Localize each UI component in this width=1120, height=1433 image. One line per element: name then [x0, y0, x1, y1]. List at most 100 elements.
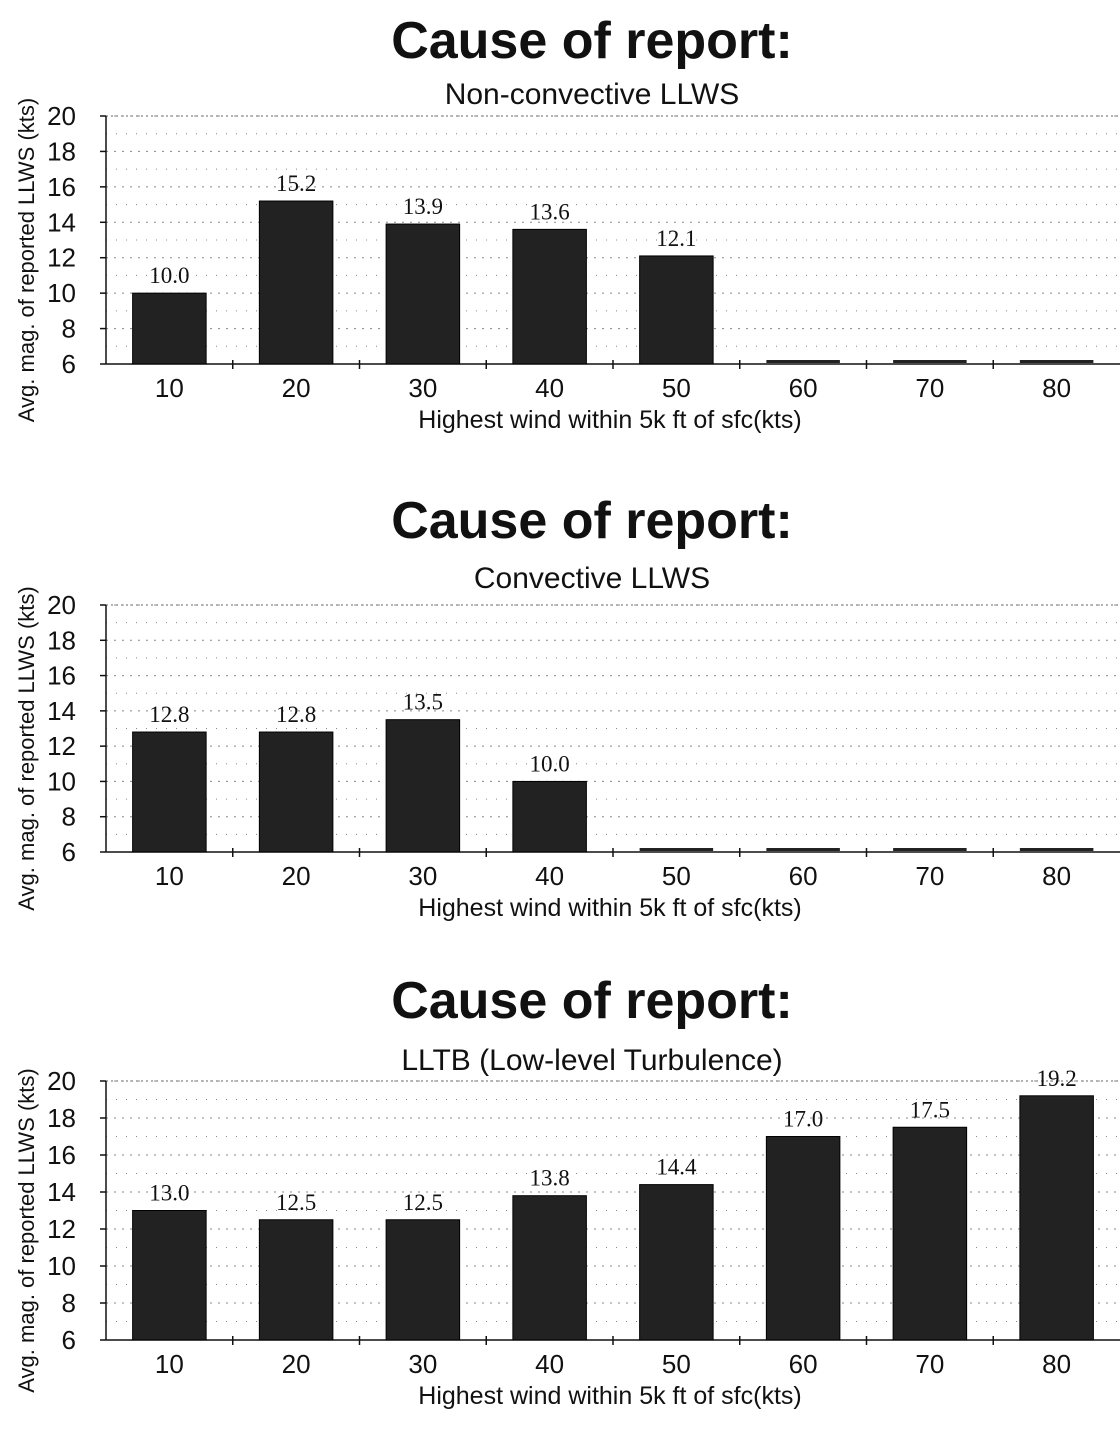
chart-3-bar [639, 1184, 714, 1341]
chart-2-data-label: 10.0 [530, 751, 570, 776]
chart-3-xtick-label: 80 [1042, 1349, 1071, 1379]
chart-1-xtick-label: 70 [915, 373, 944, 403]
chart-2-data-label: 12.8 [276, 702, 316, 727]
chart-2-bar-empty [639, 848, 714, 851]
chart-1-data-label: 13.6 [530, 199, 570, 224]
chart-1-y-axis-label: Avg. mag. of reported LLWS (kts) [14, 98, 39, 422]
chart-1-data-label: 12.1 [656, 226, 696, 251]
chart-1-data-label: 15.2 [276, 171, 316, 196]
chart-1-bar [512, 228, 587, 365]
chart-1-xtick-label: 20 [282, 373, 311, 403]
chart-3-ytick-label: 6 [62, 1325, 76, 1355]
chart-2-y-axis-label: Avg. mag. of reported LLWS (kts) [14, 586, 39, 910]
chart-3-ytick-label: 14 [47, 1177, 76, 1207]
chart-1-xtick-label: 10 [155, 373, 184, 403]
chart-2-bar-empty [766, 848, 840, 851]
chart-1-ytick-label: 16 [47, 172, 76, 202]
chart-2-xtick-label: 70 [915, 861, 944, 891]
chart-3-bar [512, 1195, 587, 1341]
chart-1-bar [385, 223, 461, 365]
chart-3-y-axis-label: Avg. mag. of reported LLWS (kts) [14, 1068, 39, 1392]
chart-2-xtick-label: 50 [662, 861, 691, 891]
chart-1-ytick-label: 10 [47, 278, 76, 308]
chart-1-ytick-label: 20 [47, 101, 76, 131]
chart-3-xtick-label: 10 [155, 1349, 184, 1379]
chart-2-xtick-label: 80 [1042, 861, 1071, 891]
chart-2-data-label: 12.8 [149, 702, 189, 727]
chart-1-bar [258, 200, 334, 365]
chart-2-ytick-label: 16 [47, 661, 76, 691]
chart-3-data-label: 14.4 [656, 1155, 697, 1180]
chart-1-ytick-label: 12 [47, 243, 76, 273]
chart-3-data-label: 17.5 [910, 1097, 950, 1122]
chart-3-bar [892, 1126, 968, 1341]
chart-1-xtick-label: 30 [408, 373, 437, 403]
chart-3-ytick-label: 10 [47, 1251, 76, 1281]
chart-2-xtick-label: 60 [789, 861, 818, 891]
chart-1-subtitle: Non-convective LLWS [445, 78, 740, 111]
chart-3-bar [258, 1219, 334, 1341]
chart-1-xtick-label: 60 [789, 373, 818, 403]
chart-3-xtick-label: 60 [789, 1349, 818, 1379]
chart-3-xtick-label: 50 [662, 1349, 691, 1379]
chart-3-bar [132, 1210, 207, 1341]
chart-2-xtick-label: 30 [408, 861, 437, 891]
chart-1-xtick-label: 80 [1042, 373, 1071, 403]
chart-3-bar [385, 1219, 461, 1341]
chart-3-xtick-label: 70 [915, 1349, 944, 1379]
chart-2-ytick-label: 20 [47, 590, 76, 620]
chart-2-xtick-label: 20 [282, 861, 311, 891]
chart-1-ytick-label: 6 [62, 349, 76, 379]
chart-1-data-label: 13.9 [403, 194, 443, 219]
chart-2-data-label: 13.5 [403, 690, 443, 715]
chart-2-ytick-label: 18 [47, 625, 76, 655]
chart-3-ytick-label: 18 [47, 1103, 76, 1133]
chart-3-data-label: 19.2 [1037, 1066, 1077, 1091]
chart-3-ytick-label: 16 [47, 1140, 76, 1170]
chart-2-bar [132, 731, 207, 853]
chart-1-bar-empty [1019, 360, 1094, 363]
chart-1-ytick-label: 8 [62, 314, 76, 344]
chart-3-data-label: 17.0 [783, 1107, 823, 1132]
chart-1-xtick-label: 50 [662, 373, 691, 403]
chart-1-data-label: 10.0 [149, 263, 189, 288]
chart-3-title: Cause of report: [391, 972, 793, 1030]
chart-2-ytick-label: 12 [47, 731, 76, 761]
chart-2-ytick-label: 10 [47, 766, 76, 796]
chart-2-ytick-label: 14 [47, 696, 76, 726]
chart-2-xtick-label: 40 [535, 861, 564, 891]
chart-1-bar [132, 292, 207, 365]
chart-1-bar-empty [893, 360, 967, 363]
chart-3-data-label: 13.8 [530, 1166, 570, 1191]
chart-1-bar [639, 255, 714, 365]
chart-3-x-axis-label: Highest wind within 5k ft of sfc(kts) [418, 1382, 801, 1410]
chart-1-ytick-label: 14 [47, 207, 76, 237]
chart-2-bar-empty [893, 848, 967, 851]
chart-3-xtick-label: 30 [408, 1349, 437, 1379]
chart-3-data-label: 12.5 [276, 1190, 316, 1215]
chart-2-bar-empty [1019, 848, 1094, 851]
chart-3-ytick-label: 8 [62, 1288, 76, 1318]
chart-1-xtick-label: 40 [535, 373, 564, 403]
chart-1-ytick-label: 18 [47, 136, 76, 166]
chart-3-data-label: 13.0 [149, 1181, 189, 1206]
chart-3-xtick-label: 20 [282, 1349, 311, 1379]
chart-2-ytick-label: 6 [62, 837, 76, 867]
chart-3-subtitle: LLTB (Low-level Turbulence) [401, 1044, 782, 1077]
chart-3-bar [765, 1136, 841, 1341]
chart-1-title: Cause of report: [391, 12, 793, 70]
chart-2-bar [512, 780, 587, 853]
chart-2-x-axis-label: Highest wind within 5k ft of sfc(kts) [418, 894, 801, 922]
chart-2-ytick-label: 8 [62, 802, 76, 832]
chart-2-bar [385, 719, 461, 853]
chart-1-bar-empty [766, 360, 840, 363]
chart-3-bar [1019, 1095, 1094, 1341]
chart-1-x-axis-label: Highest wind within 5k ft of sfc(kts) [418, 406, 801, 434]
chart-3-ytick-label: 12 [47, 1214, 76, 1244]
chart-3-data-label: 12.5 [403, 1190, 443, 1215]
chart-2-subtitle: Convective LLWS [474, 562, 710, 595]
chart-2-bar [258, 731, 334, 853]
chart-2-xtick-label: 10 [155, 861, 184, 891]
chart-2-title: Cause of report: [391, 492, 793, 550]
